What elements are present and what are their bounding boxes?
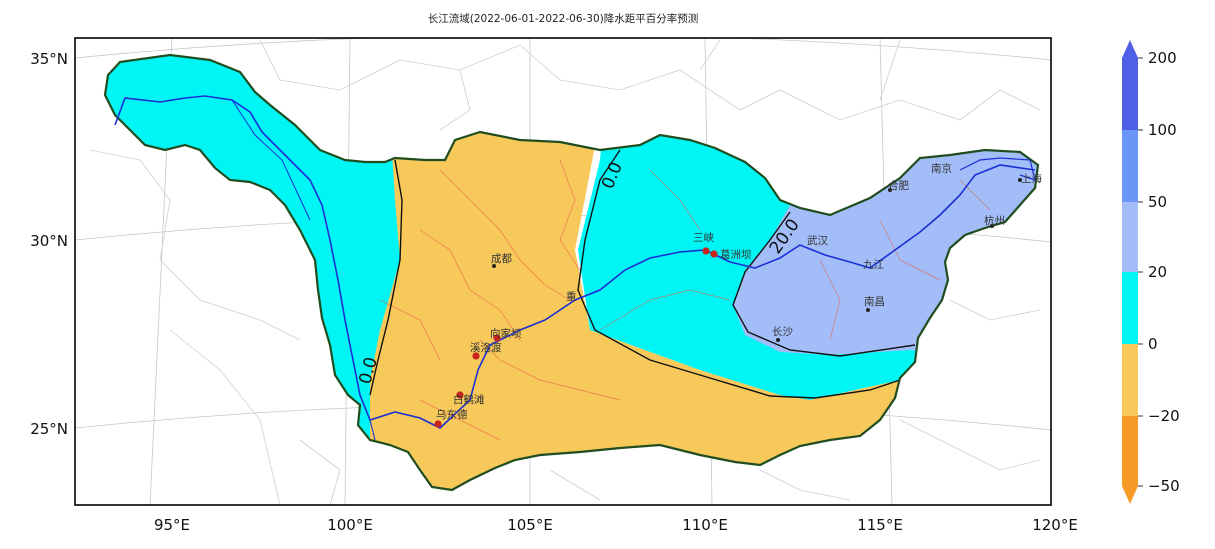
dam-marker-three-gorges	[702, 247, 710, 255]
river-south	[359, 394, 376, 441]
city-marker-shanghai	[1018, 178, 1022, 182]
rivers	[114, 95, 1036, 441]
city-label: 溪洛渡	[470, 341, 502, 354]
dam-marker-wudongde	[434, 420, 442, 428]
colorbar-extend-top	[1122, 40, 1138, 58]
central-region-minus20-to-0	[105, 55, 940, 490]
lon-tick: 100°E	[327, 516, 373, 534]
lon-tick: 115°E	[857, 516, 903, 534]
city-label: 葛洲坝	[720, 248, 752, 261]
lon-tick: 95°E	[154, 516, 190, 534]
city-marker-hangzhou	[990, 224, 994, 228]
province-boundaries	[89, 39, 1041, 505]
lon-tick: 110°E	[682, 516, 728, 534]
city-label: 南昌	[864, 295, 885, 308]
city-label: 武汉	[807, 234, 828, 247]
dam-marker-xiangjiaba	[493, 334, 501, 342]
city-label: 三峡	[693, 231, 714, 244]
colorbar-bin	[1122, 416, 1138, 486]
lat-tick: 25°N	[30, 420, 68, 438]
dam-marker-baihetan	[456, 391, 464, 399]
contour-0-east	[577, 149, 901, 399]
dam-marker-xiluodu	[472, 352, 480, 360]
lat-tick: 35°N	[30, 50, 68, 68]
city-label: 乌东德	[436, 408, 468, 421]
city-marker-nanchang	[866, 308, 870, 312]
city-label: 九江	[863, 259, 884, 271]
city-labels: 成都 向家坝 溪洛渡 白鹤滩 乌东德 重 三峡 葛洲坝 武汉 长沙 南昌 合肥 …	[436, 162, 1043, 421]
dam-marker-gezhouba	[710, 250, 718, 258]
colorbar-tick: 200	[1148, 49, 1177, 67]
city-label: 上海	[1021, 172, 1043, 185]
city-label: 杭州	[984, 214, 1005, 227]
contour-0-west	[369, 159, 403, 396]
colorbar-tick: 0	[1148, 335, 1158, 353]
colorbar-tick: 100	[1148, 121, 1177, 139]
city-markers	[492, 178, 1022, 342]
contours	[369, 149, 916, 399]
colorbar-tick: 20	[1148, 263, 1167, 281]
yalong-river	[231, 99, 311, 221]
contour-20	[732, 211, 916, 357]
yangtze-river	[114, 95, 1036, 429]
city-label: 合肥	[888, 179, 909, 192]
colorbar-extend-bottom	[1122, 486, 1138, 504]
colorbar-tick: −50	[1148, 477, 1180, 495]
city-label: 南京	[931, 162, 952, 175]
colorbar-tick: 50	[1148, 193, 1167, 211]
lon-tick: 105°E	[507, 516, 553, 534]
internal-boundaries	[379, 159, 991, 441]
longitude-ticks: 95°E 100°E 105°E 110°E 115°E 120°E	[154, 516, 1078, 534]
city-label: 长沙	[772, 326, 793, 338]
latitude-ticks: 35°N 30°N 25°N	[30, 50, 68, 438]
lat-tick: 30°N	[30, 232, 68, 250]
map-frame	[74, 37, 1052, 506]
colorbar-bin	[1122, 130, 1138, 202]
dam-markers	[434, 247, 718, 428]
city-label: 向家坝	[490, 327, 522, 340]
lon-tick: 120°E	[1032, 516, 1078, 534]
city-marker-chengdu	[492, 264, 496, 268]
city-marker-changsha	[776, 338, 780, 342]
river-mouth	[959, 157, 1036, 181]
colorbar-tick: −20	[1148, 407, 1180, 425]
colorbar-bin	[1122, 344, 1138, 416]
city-marker-hefei	[888, 188, 892, 192]
colorbar: 200 100 50 20 0 −20 −50	[1122, 40, 1180, 504]
city-label: 重	[566, 290, 577, 303]
colorbar-bin	[1122, 202, 1138, 272]
colorbar-bin	[1122, 58, 1138, 130]
map-title: 长江流域(2022-06-01-2022-06-30)降水距平百分率预测	[428, 12, 699, 25]
colorbar-bin	[1122, 272, 1138, 344]
city-label: 白鹤滩	[453, 393, 485, 406]
city-label: 成都	[491, 253, 512, 265]
